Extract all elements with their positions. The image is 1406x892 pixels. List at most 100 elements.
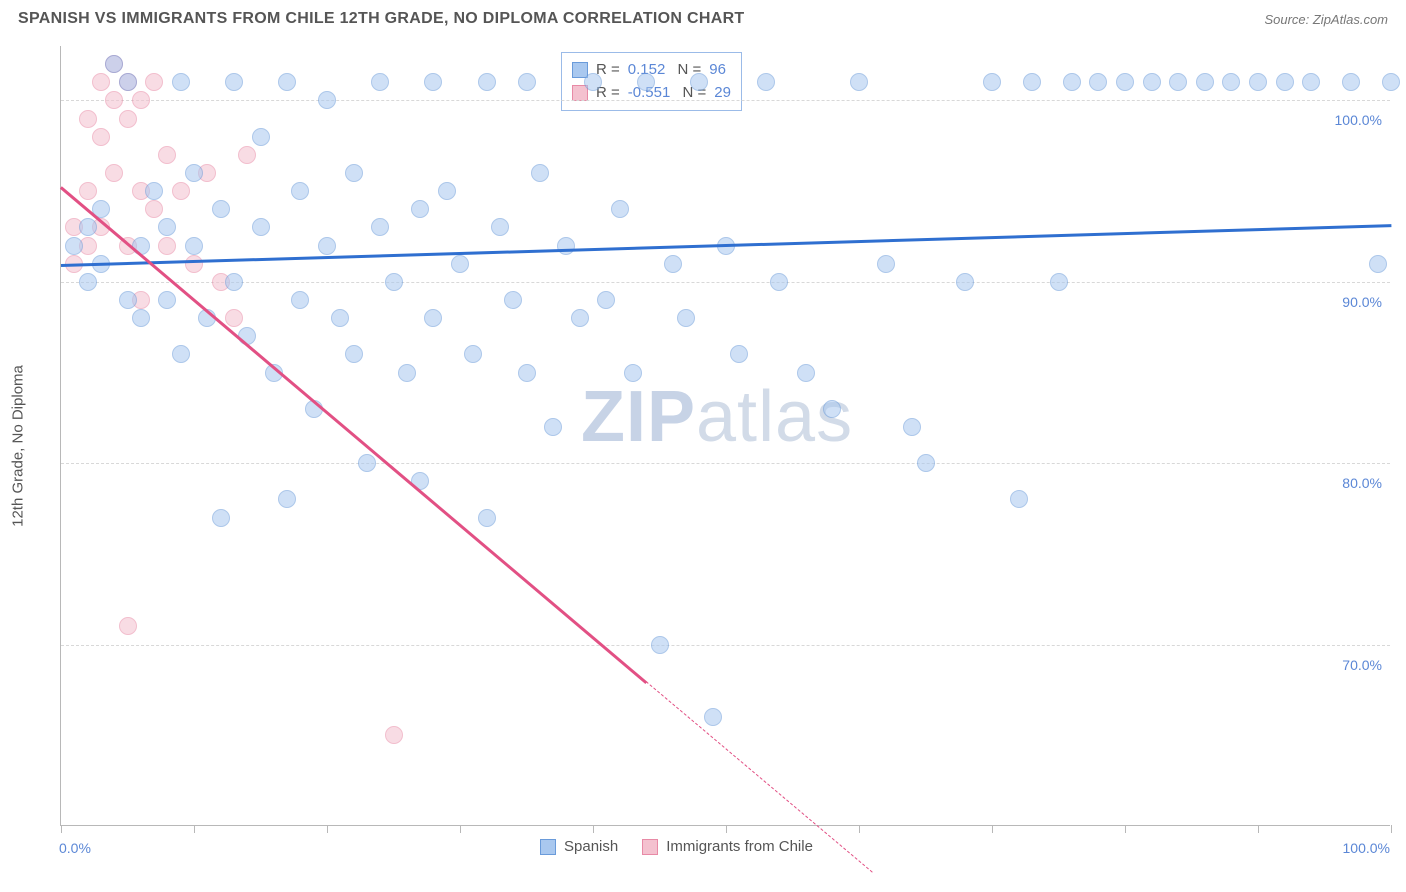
scatter-point: [531, 164, 549, 182]
scatter-point: [172, 345, 190, 363]
scatter-point: [624, 364, 642, 382]
scatter-point: [823, 400, 841, 418]
scatter-point: [597, 291, 615, 309]
scatter-point: [119, 291, 137, 309]
x-tick: [61, 825, 62, 833]
scatter-point: [518, 73, 536, 91]
scatter-point: [145, 73, 163, 91]
scatter-point: [345, 345, 363, 363]
trend-line: [60, 186, 647, 683]
scatter-point: [105, 164, 123, 182]
scatter-point: [464, 345, 482, 363]
scatter-point: [797, 364, 815, 382]
scatter-point: [704, 708, 722, 726]
scatter-point: [917, 454, 935, 472]
scatter-point: [172, 182, 190, 200]
legend-swatch: [540, 839, 556, 855]
scatter-point: [185, 164, 203, 182]
scatter-point: [318, 237, 336, 255]
scatter-point: [557, 237, 575, 255]
scatter-point: [358, 454, 376, 472]
x-tick: [726, 825, 727, 833]
scatter-point: [79, 218, 97, 236]
scatter-point: [1196, 73, 1214, 91]
scatter-point: [65, 237, 83, 255]
gridline-h: [61, 282, 1390, 283]
legend-label: Spanish: [564, 838, 618, 855]
scatter-point: [225, 309, 243, 327]
scatter-point: [730, 345, 748, 363]
scatter-point: [1276, 73, 1294, 91]
scatter-point: [1249, 73, 1267, 91]
legend-item: Spanish: [540, 838, 618, 855]
scatter-point: [385, 726, 403, 744]
scatter-point: [145, 200, 163, 218]
scatter-point: [770, 273, 788, 291]
scatter-point: [1089, 73, 1107, 91]
scatter-point: [119, 110, 137, 128]
scatter-point: [145, 182, 163, 200]
scatter-point: [518, 364, 536, 382]
scatter-point: [345, 164, 363, 182]
scatter-point: [158, 146, 176, 164]
scatter-point: [252, 218, 270, 236]
scatter-point: [424, 73, 442, 91]
scatter-point: [291, 182, 309, 200]
scatter-point: [757, 73, 775, 91]
scatter-point: [252, 128, 270, 146]
scatter-point: [132, 309, 150, 327]
x-tick: [992, 825, 993, 833]
scatter-point: [105, 91, 123, 109]
scatter-point: [651, 636, 669, 654]
watermark: ZIPatlas: [581, 376, 853, 458]
scatter-point: [371, 218, 389, 236]
scatter-point: [185, 255, 203, 273]
legend-label: Immigrants from Chile: [666, 838, 813, 855]
gridline-h: [61, 100, 1390, 101]
gridline-h: [61, 645, 1390, 646]
x-tick: [1391, 825, 1392, 833]
y-tick-label: 80.0%: [1342, 475, 1382, 491]
scatter-point: [983, 73, 1001, 91]
scatter-point: [1169, 73, 1187, 91]
scatter-point: [1382, 73, 1400, 91]
scatter-point: [478, 73, 496, 91]
y-tick-label: 100.0%: [1335, 112, 1382, 128]
gridline-h: [61, 463, 1390, 464]
chart-source: Source: ZipAtlas.com: [1264, 12, 1388, 27]
scatter-point: [677, 309, 695, 327]
scatter-point: [438, 182, 456, 200]
scatter-point: [318, 91, 336, 109]
scatter-point: [478, 509, 496, 527]
x-tick-label: 0.0%: [59, 840, 91, 856]
scatter-point: [92, 73, 110, 91]
scatter-point: [225, 73, 243, 91]
scatter-point: [331, 309, 349, 327]
scatter-point: [1010, 490, 1028, 508]
scatter-point: [398, 364, 416, 382]
x-tick: [593, 825, 594, 833]
scatter-point: [491, 218, 509, 236]
x-tick: [1125, 825, 1126, 833]
scatter-point: [212, 200, 230, 218]
chart-header: SPANISH VS IMMIGRANTS FROM CHILE 12TH GR…: [0, 0, 1406, 34]
scatter-point: [411, 200, 429, 218]
x-tick: [327, 825, 328, 833]
scatter-point: [584, 73, 602, 91]
scatter-point: [278, 73, 296, 91]
scatter-point: [877, 255, 895, 273]
scatter-point: [132, 91, 150, 109]
x-tick: [859, 825, 860, 833]
scatter-point: [105, 55, 123, 73]
scatter-point: [571, 309, 589, 327]
x-tick: [460, 825, 461, 833]
scatter-point: [1143, 73, 1161, 91]
scatter-point: [1369, 255, 1387, 273]
scatter-point: [185, 237, 203, 255]
scatter-point: [158, 291, 176, 309]
scatter-point: [424, 309, 442, 327]
scatter-point: [611, 200, 629, 218]
scatter-point: [544, 418, 562, 436]
scatter-point: [92, 128, 110, 146]
chart-legend: Spanish Immigrants from Chile: [540, 838, 813, 855]
